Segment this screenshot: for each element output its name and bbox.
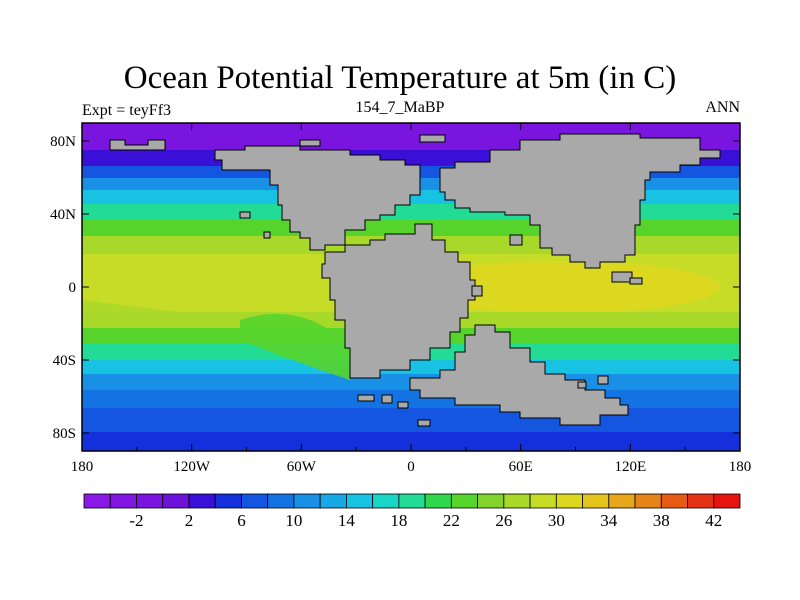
colorbar-label: 42: [705, 511, 722, 530]
band-temperate-north: [82, 204, 740, 222]
x-tick-label: 120W: [173, 459, 211, 475]
colorbar-label: 38: [653, 511, 670, 530]
colorbar-swatch: [687, 493, 715, 509]
colorbar-swatch: [608, 493, 636, 509]
colorbar-label: 10: [285, 511, 302, 530]
island-7: [611, 271, 633, 283]
x-tick-label: 180: [729, 459, 752, 475]
x-tick-label: 60W: [287, 459, 317, 475]
x-tick-label: 120E: [614, 459, 646, 475]
band-polar-south: [82, 432, 740, 451]
map-field: [82, 123, 740, 451]
colorbar-swatch: [713, 493, 741, 509]
arctic-island-3: [419, 134, 446, 143]
island-6: [577, 381, 587, 389]
y-tick-label: 40S: [53, 353, 76, 369]
colorbar-swatch: [634, 493, 662, 509]
colorbar-label: 2: [185, 511, 194, 530]
colorbar-swatch: [293, 493, 321, 509]
y-tick-label: 80N: [50, 134, 76, 150]
eurasia: [439, 133, 721, 269]
map-title: Ocean Potential Temperature at 5m (in C): [123, 60, 677, 96]
x-tick-label: 60E: [509, 459, 533, 475]
colorbar: -2 2 6 10 14 18 22 26 30 34 38 42: [83, 493, 741, 530]
colorbar-swatch: [660, 493, 688, 509]
band-subpolar-south: [82, 408, 740, 434]
colorbar-swatch: [555, 493, 583, 509]
colorbar-swatch: [319, 493, 347, 509]
colorbar-swatch: [582, 493, 610, 509]
colorbar-swatch: [214, 493, 242, 509]
colorbar-swatch: [398, 493, 426, 509]
colorbar-swatch: [188, 493, 216, 509]
island-12: [509, 234, 523, 246]
band-mild-south: [82, 360, 740, 376]
season-label: ANN: [705, 99, 740, 116]
colorbar-swatch: [372, 493, 400, 509]
island-11: [263, 231, 271, 239]
cool-tongue-pacific: [82, 300, 180, 322]
y-tick-label: 0: [69, 280, 77, 296]
colorbar-swatch: [136, 493, 164, 509]
colorbar-swatch: [477, 493, 505, 509]
colorbar-label: 34: [600, 511, 618, 530]
y-tick-label: 80S: [53, 426, 76, 442]
colorbar-label: 26: [495, 511, 512, 530]
colorbar-swatch: [345, 493, 374, 509]
island-1: [381, 394, 393, 404]
island-8: [629, 277, 643, 285]
colorbar-label: 22: [443, 511, 460, 530]
colorbar-swatch: [109, 493, 137, 509]
y-tick-label: 40N: [50, 207, 76, 223]
colorbar-swatch: [83, 493, 111, 509]
warm-pool: [400, 261, 720, 313]
island-9: [471, 285, 483, 297]
colorbar-swatch: [241, 493, 269, 509]
colorbar-label: 6: [237, 511, 246, 530]
island-10: [239, 211, 251, 219]
colorbar-label: 14: [338, 511, 356, 530]
colorbar-swatch: [424, 493, 452, 509]
island-5: [597, 375, 609, 385]
map-ticks: 80N 40N 0 40S 80S 180 120W 60W 0 60E 120E 180: [50, 123, 751, 475]
colorbar-swatch: [529, 493, 557, 509]
colorbar-label: -2: [129, 511, 143, 530]
colorbar-swatch: [503, 493, 531, 509]
colorbar-swatch: [267, 493, 295, 509]
x-tick-label: 0: [407, 459, 415, 475]
colorbar-swatch: [450, 493, 478, 509]
southern-continent: [409, 324, 629, 426]
north-america: [214, 145, 421, 251]
island-4: [417, 419, 431, 427]
land-masses: [109, 133, 721, 427]
island-3: [357, 394, 375, 402]
arctic-island-1: [109, 139, 166, 151]
band-cold-south: [82, 390, 740, 410]
age-label: 154_7_MaBP: [355, 99, 445, 116]
x-tick-label: 180: [71, 459, 94, 475]
colorbar-label: 18: [390, 511, 407, 530]
experiment-label: Expt = teyFf3: [82, 102, 172, 119]
south-america: [321, 223, 476, 379]
arctic-island-2: [299, 139, 321, 147]
colorbar-label: 30: [548, 511, 565, 530]
island-2: [397, 401, 409, 409]
cool-tongue-west: [240, 313, 350, 380]
colorbar-swatch: [162, 493, 190, 509]
